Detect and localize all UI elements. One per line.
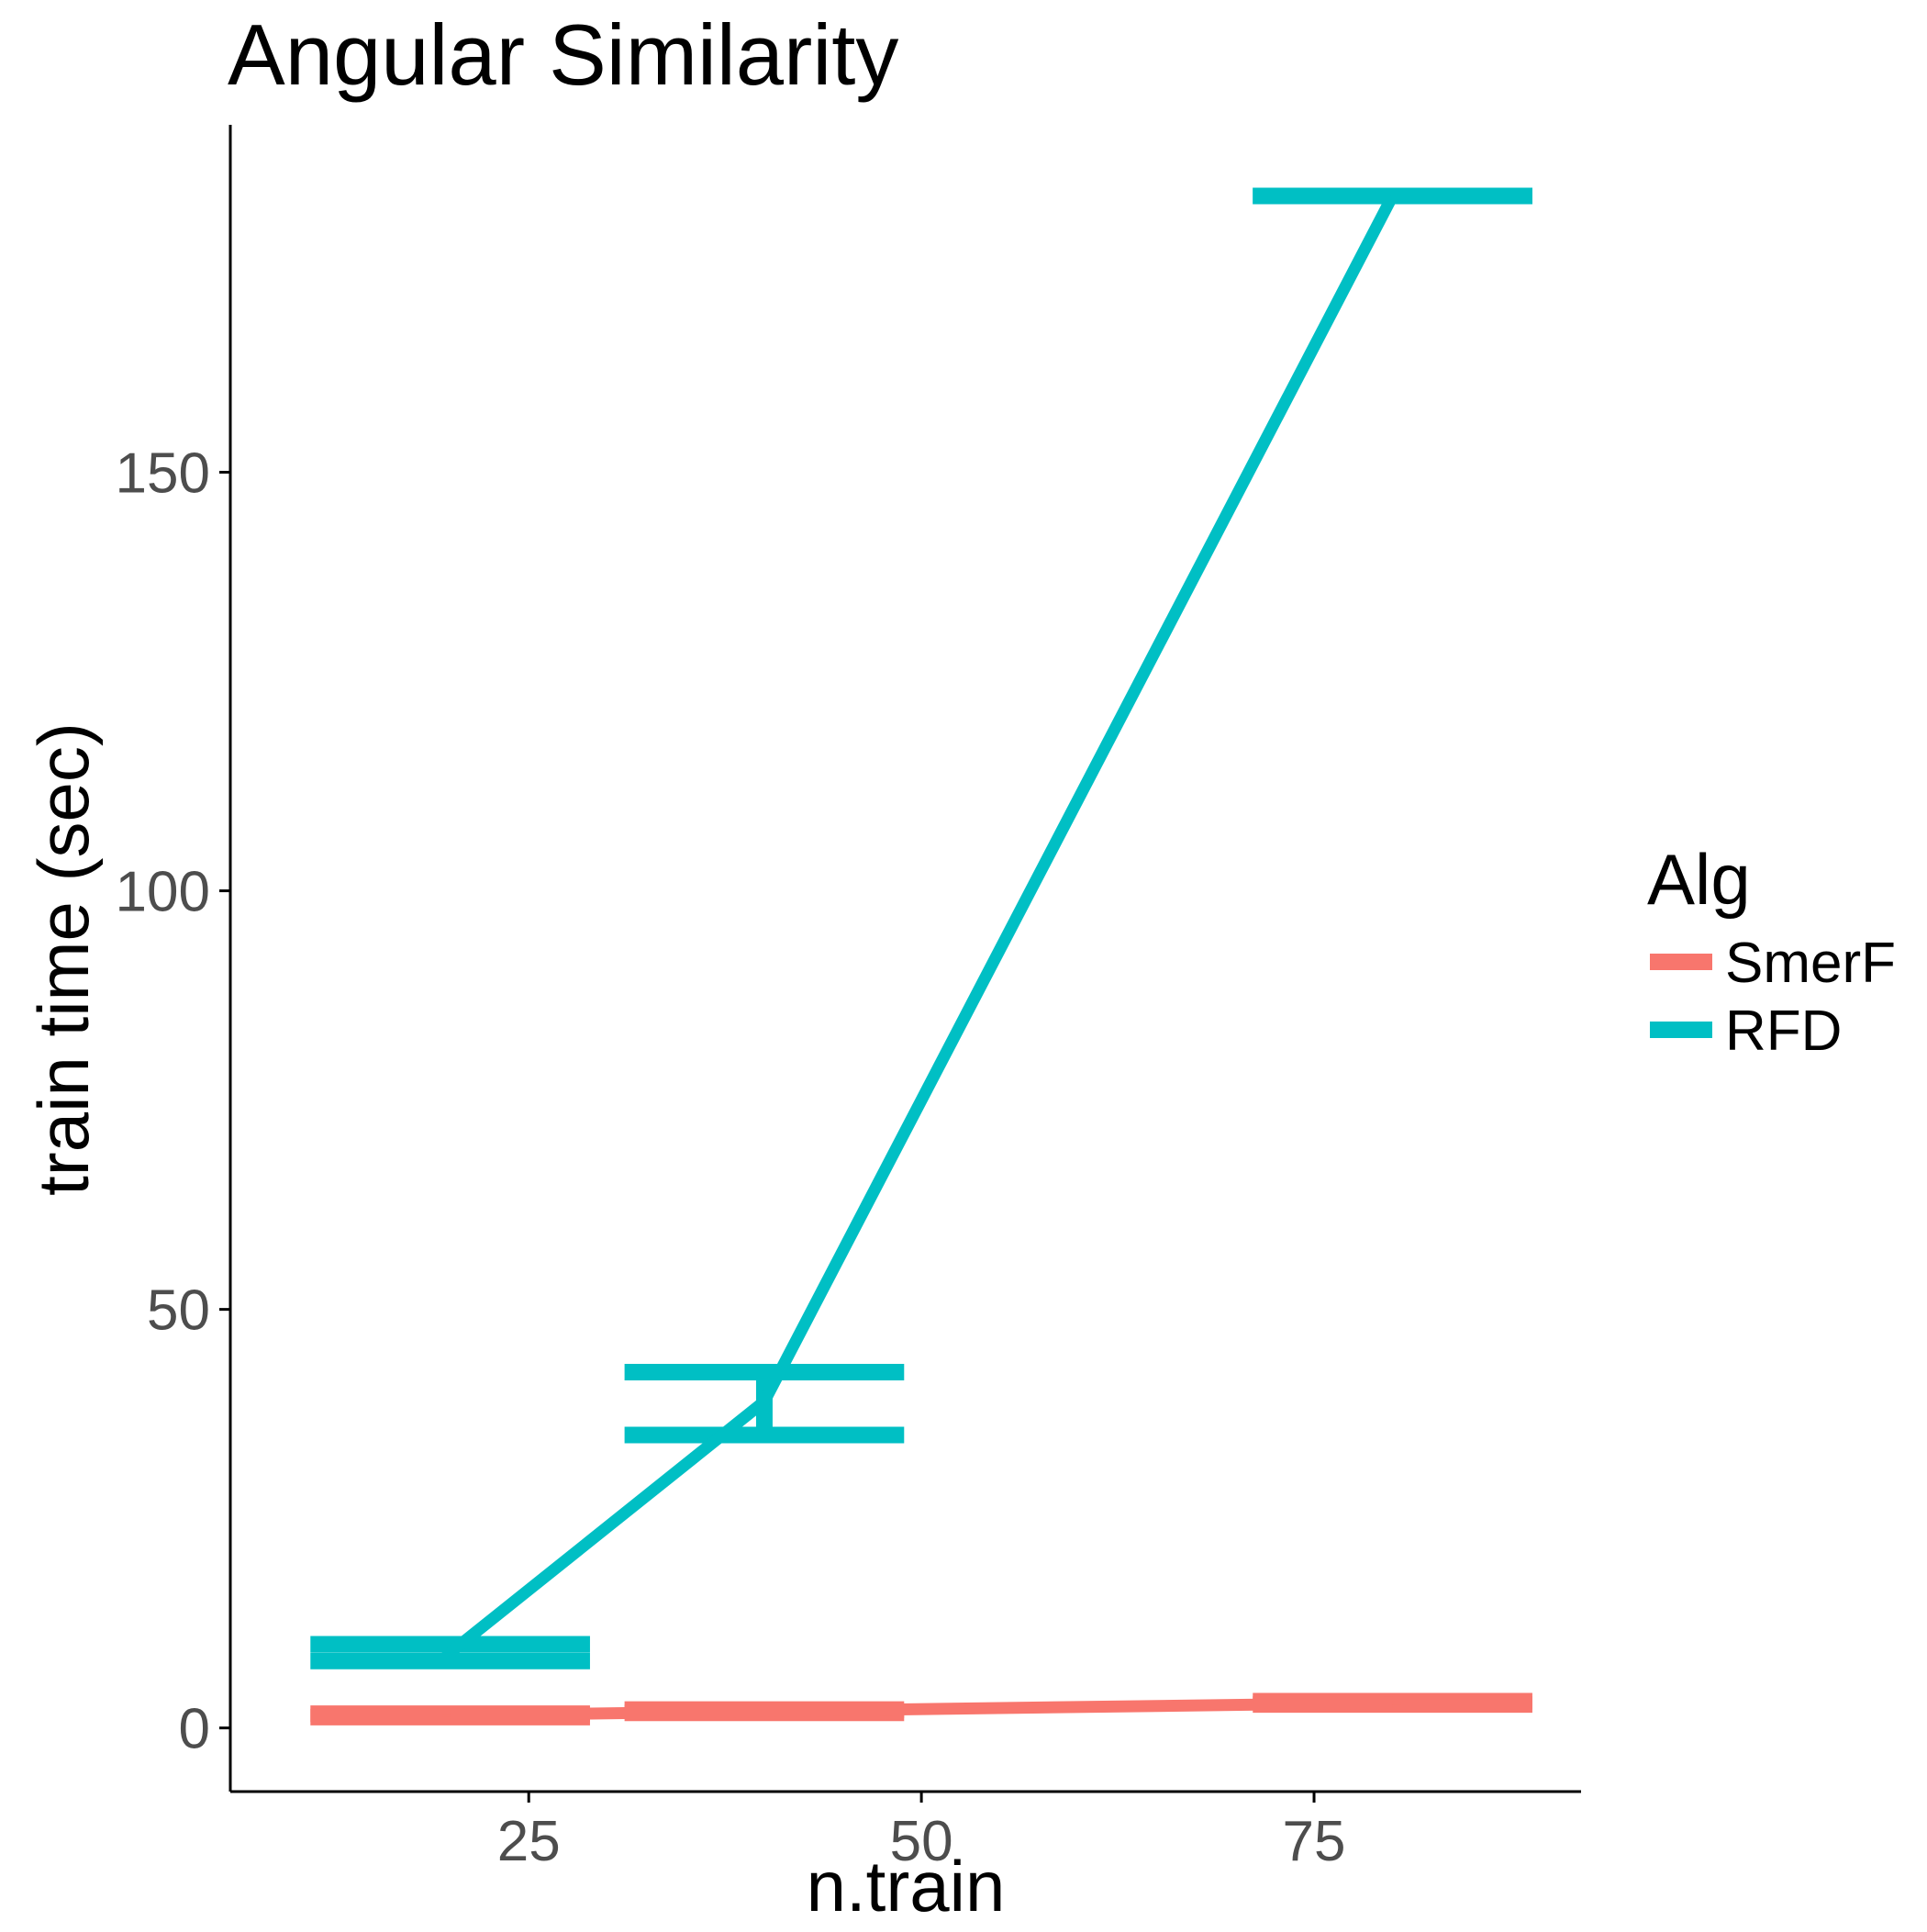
chart-title: Angular Similarity bbox=[228, 6, 898, 103]
x-tick-label: 75 bbox=[1283, 1810, 1346, 1873]
y-tick-label: 50 bbox=[147, 1279, 210, 1343]
rfd-series-line bbox=[446, 193, 1398, 1658]
y-axis-label: train time (sec) bbox=[23, 722, 104, 1196]
legend-label-rfd: RFD bbox=[1725, 1000, 1842, 1063]
x-tick-label: 50 bbox=[890, 1810, 953, 1873]
y-tick-label: 0 bbox=[179, 1698, 210, 1761]
axes: 0 50 100 150 25 50 75 bbox=[116, 125, 1581, 1873]
legend-title: Alg bbox=[1647, 839, 1751, 920]
y-tick-label: 150 bbox=[116, 442, 210, 506]
smerf-series-line bbox=[450, 1696, 1393, 1722]
legend-label-smerf: SmerF bbox=[1725, 932, 1896, 995]
plot-marks bbox=[310, 187, 1532, 1725]
x-axis-label: n.train bbox=[807, 1846, 1006, 1926]
y-tick-label: 100 bbox=[116, 861, 210, 924]
x-tick-label: 25 bbox=[497, 1810, 561, 1873]
